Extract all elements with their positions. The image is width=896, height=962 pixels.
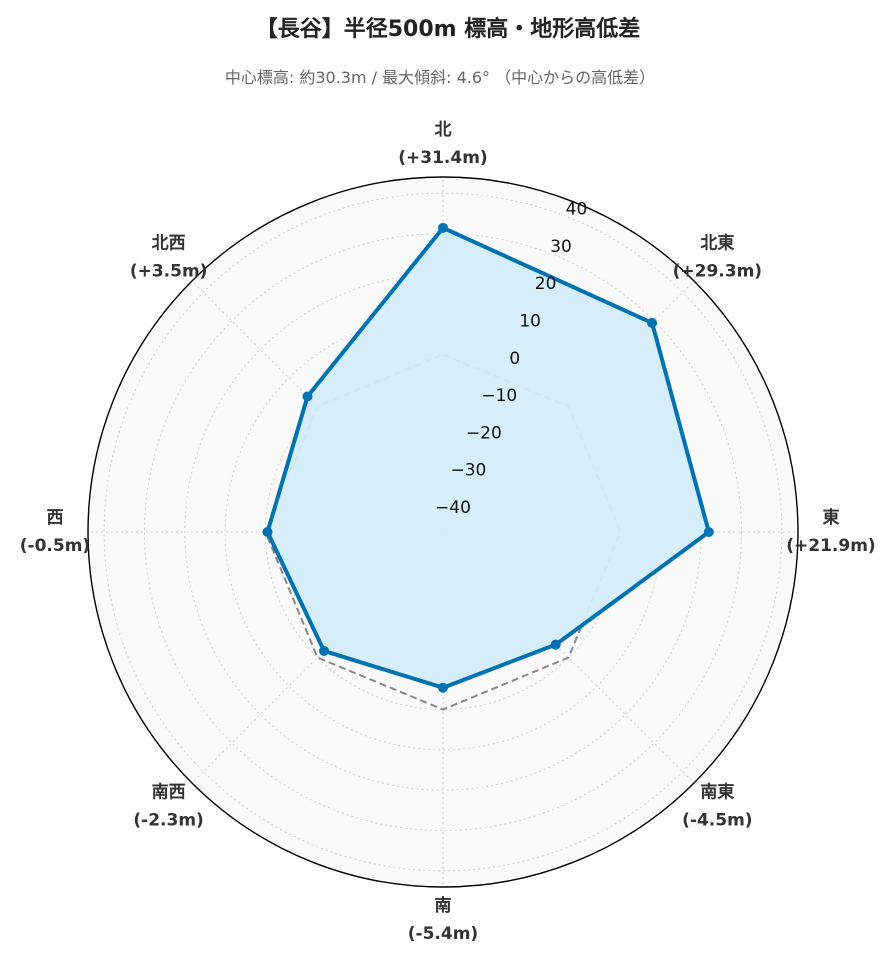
data-point-4 [550,639,561,650]
r-tick-label: 0 [509,349,520,369]
direction-value-label-4: (-4.5m) [682,810,752,830]
r-tick-label: 30 [550,237,572,257]
r-tick-label: −10 [481,386,517,406]
direction-label-8: 北西 [152,234,186,254]
direction-label-4: 南東 [700,781,734,802]
chart-title: 【長谷】半径500m 標高・地形高低差 [256,16,641,42]
radial-ticks: −40 −30 −20 −10 0 10 20 30 40 [435,200,587,518]
grid-ring [103,192,783,872]
direction-labels: 北 (+31.4m) 北東 (+29.3m) 東 (+21.9m) 南東 (-4.5m) 南 (-… [20,120,876,944]
direction-value-label-6: (-2.3m) [133,810,203,830]
direction-label-7: 西 [47,508,64,528]
direction-value-label-8: (+3.5m) [130,262,208,282]
r-tick-label: −40 [435,498,471,518]
direction-value-label-5: (-5.4m) [408,924,478,944]
r-tick-label: 10 [519,312,541,332]
r-tick-label: −20 [466,423,502,443]
series-layer [262,222,714,693]
direction-value-label-1: (+31.4m) [398,148,487,168]
direction-label-5: 南 [435,895,452,916]
data-point-7 [262,527,273,537]
data-point-1 [438,222,448,233]
grid-spoke [442,531,695,784]
direction-label-2: 北東 [700,233,734,254]
outer-frame [87,176,799,888]
direction-label-3: 東 [823,507,840,528]
series-area [267,227,709,688]
direction-label-1: 北 [435,120,452,140]
data-point-2 [647,317,658,328]
r-tick-label: −30 [450,461,486,481]
direction-value-label-3: (+21.9m) [786,536,875,556]
direction-value-label-7: (-0.5m) [20,536,90,556]
grid-spoke [191,531,444,784]
data-point-3 [703,527,714,537]
data-point-8 [302,391,313,402]
data-point-5 [438,682,448,693]
direction-value-label-2: (+29.3m) [673,262,762,282]
data-point-6 [319,645,330,656]
r-tick-label: 20 [535,274,557,294]
r-tick-label: 40 [566,200,588,220]
direction-label-6: 南西 [152,781,186,802]
grid-spoke [191,280,444,533]
chart-subtitle: 中心標高: 約30.3m / 最大傾斜: 4.6° （中心からの高低差） [225,68,655,87]
